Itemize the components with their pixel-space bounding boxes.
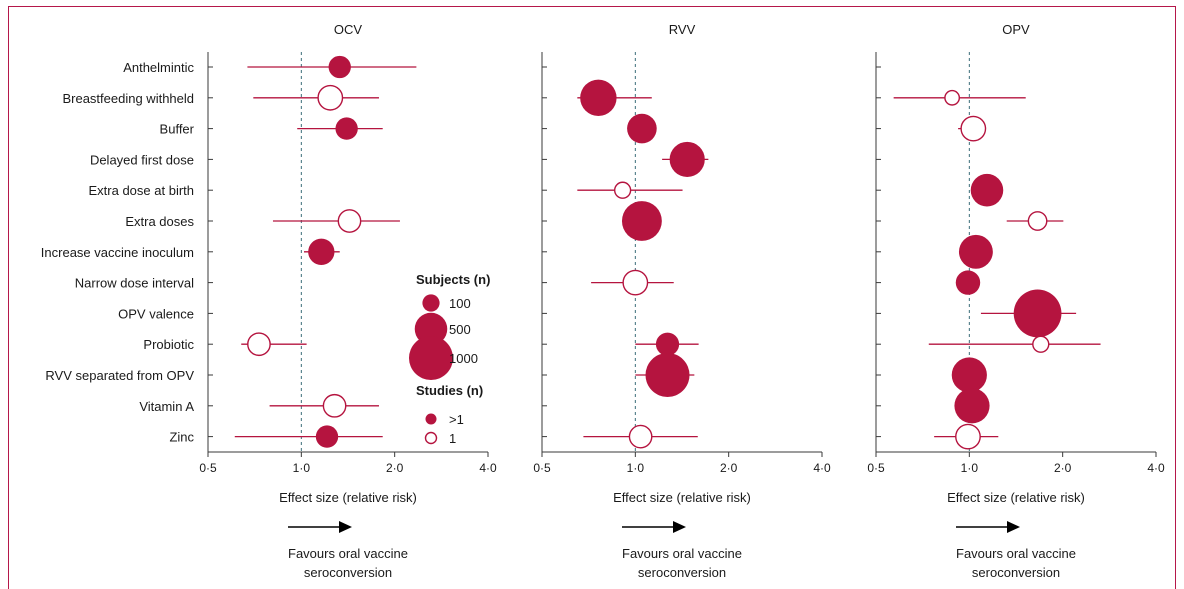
effect-point [621,201,662,241]
legend-studies-marker [424,431,438,445]
effect-point [1013,289,1062,338]
effect-point [627,113,657,144]
effect-point [955,270,981,295]
effect-point [1032,335,1050,353]
effect-point [958,234,993,269]
effect-point [315,425,339,448]
effect-point [335,117,358,140]
category-label: RVV separated from OPV [45,368,194,383]
effect-point [580,79,617,117]
legend-studies-label: >1 [449,412,464,427]
category-label: OPV valence [118,306,194,321]
legend-studies-title: Studies (n) [416,383,483,398]
legend-size-marker [422,294,440,312]
favours-text-line2: seroconversion [638,565,726,580]
effect-point [322,393,347,418]
category-label: Zinc [169,430,194,445]
favours-arrow-head [1007,521,1020,533]
x-tick-label: 1·0 [293,461,311,475]
x-tick-label: 4·0 [813,461,831,475]
effect-point [645,352,690,398]
favours-text-line1: Favours oral vaccine [956,546,1076,561]
category-label: Increase vaccine inoculum [41,245,194,260]
category-label: Probiotic [143,337,194,352]
x-axis-label: Effect size (relative risk) [613,490,751,505]
favours-text-line1: Favours oral vaccine [622,546,742,561]
legend-size-marker [408,335,454,381]
effect-point [970,173,1004,207]
favours-text-line2: seroconversion [972,565,1060,580]
x-tick-label: 2·0 [386,461,404,475]
effect-point [669,141,705,177]
category-label: Extra dose at birth [89,183,195,198]
x-tick-label: 2·0 [1054,461,1072,475]
x-tick-label: 1·0 [961,461,979,475]
x-tick-label: 0·5 [867,461,885,475]
x-tick-label: 1·0 [627,461,645,475]
effect-point [628,424,653,449]
legend-subjects-title: Subjects (n) [416,272,490,287]
legend-studies-marker [425,413,437,425]
favours-text-line1: Favours oral vaccine [288,546,408,561]
x-tick-label: 0·5 [533,461,551,475]
effect-point [308,238,335,265]
category-label: Extra doses [125,214,194,229]
effect-point [960,115,987,142]
effect-point [951,357,987,393]
category-label: Anthelmintic [123,60,194,75]
category-label: Narrow dose interval [75,276,194,291]
effect-point [955,423,981,450]
effect-point [1027,211,1048,231]
x-tick-label: 2·0 [720,461,738,475]
x-axis-label: Effect size (relative risk) [279,490,417,505]
panel-title: OCV [334,22,363,37]
panel-title: OPV [1002,22,1030,37]
legend-size-marker [414,312,448,346]
favours-arrow-head [339,521,352,533]
figure-frame [8,6,1176,589]
effect-point [622,269,649,296]
legend-size-label: 1000 [449,351,478,366]
panel-title: RVV [669,22,696,37]
legend-size-label: 100 [449,296,471,311]
effect-point [944,89,961,106]
x-tick-label: 0·5 [199,461,217,475]
legend-size-label: 500 [449,322,471,337]
effect-point [954,388,990,424]
effect-point [317,84,344,111]
x-tick-label: 4·0 [479,461,497,475]
legend-studies-label: 1 [449,431,456,446]
favours-text-line2: seroconversion [304,565,392,580]
category-label: Delayed first dose [90,152,194,167]
favours-arrow-head [673,521,686,533]
effect-point [328,55,351,79]
effect-point [337,209,362,233]
effect-point [247,332,271,357]
category-label: Vitamin A [139,399,194,414]
effect-point [655,332,680,356]
category-label: Buffer [160,122,195,137]
effect-point [613,181,632,199]
category-label: Breastfeeding withheld [62,91,194,106]
x-tick-label: 4·0 [1147,461,1165,475]
x-axis-label: Effect size (relative risk) [947,490,1085,505]
